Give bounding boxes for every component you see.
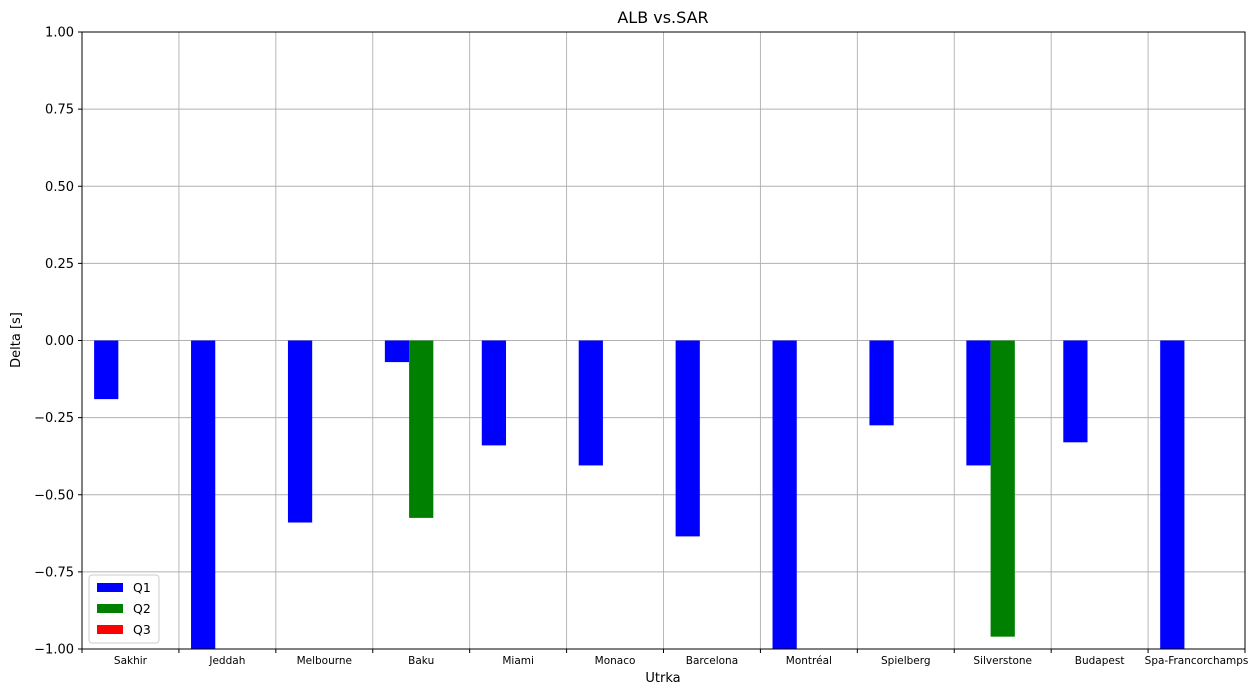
plot-frame: [81, 31, 1246, 650]
bar-q1: [481, 340, 507, 446]
x-tick-label: Barcelona: [686, 655, 738, 667]
y-axis-label: Delta [s]: [9, 312, 24, 368]
bar-q1: [384, 340, 410, 363]
bar-q1: [94, 340, 119, 400]
y-tick-label: −0.25: [34, 411, 74, 426]
x-tick-label: Monaco: [595, 655, 636, 667]
x-tick-label: Montréal: [786, 655, 832, 667]
y-tick-label: 0.50: [45, 180, 74, 195]
y-tick-label: 0.25: [45, 257, 74, 272]
x-tick-label: Budapest: [1075, 655, 1125, 667]
legend-swatch: [97, 604, 123, 613]
legend-label: Q2: [133, 601, 151, 616]
y-tick-label: 0.75: [45, 103, 74, 118]
x-tick-label: Melbourne: [297, 655, 352, 667]
bars: [94, 340, 1185, 649]
bar-q1: [1160, 340, 1185, 649]
legend-label: Q3: [133, 622, 151, 637]
grid: [82, 31, 1245, 650]
bar-q1: [1063, 340, 1088, 443]
chart-title: ALB vs.SAR: [617, 8, 708, 27]
y-tick-label: −0.50: [34, 488, 74, 503]
bar-q1: [675, 340, 700, 537]
y-tick-label: 0.00: [45, 334, 74, 349]
bar-q1: [966, 340, 991, 466]
axes: 1.00 0.75 0.50 0.25 0.00 −0.25 −0.50 −0.75 −1.00…: [34, 26, 1248, 668]
bar-q1: [772, 340, 797, 649]
bar-q1: [287, 340, 313, 523]
x-tick-label: Sakhir: [114, 655, 148, 667]
bar-q1: [578, 340, 603, 466]
y-tick-label: 1.00: [45, 26, 74, 41]
legend-label: Q1: [133, 580, 151, 595]
legend-swatch: [97, 625, 123, 634]
bar-q1: [869, 340, 894, 426]
bar-q2: [990, 340, 1015, 637]
x-tick-label: Spielberg: [881, 655, 931, 667]
x-tick-label: Baku: [408, 655, 434, 667]
x-axis-label: Utrka: [645, 671, 680, 686]
x-tick-label: Miami: [502, 655, 534, 667]
x-tick-label: Spa-Francorchamps: [1145, 655, 1249, 667]
legend-swatch: [97, 583, 123, 592]
bar-q2: [409, 340, 434, 518]
y-tick-label: −1.00: [34, 643, 74, 658]
y-tick-label: −0.75: [34, 565, 74, 580]
legend: Q1 Q2 Q3: [88, 574, 160, 644]
bar-q1: [191, 340, 216, 649]
x-tick-label: Silverstone: [973, 655, 1032, 667]
x-tick-label: Jeddah: [208, 655, 245, 667]
